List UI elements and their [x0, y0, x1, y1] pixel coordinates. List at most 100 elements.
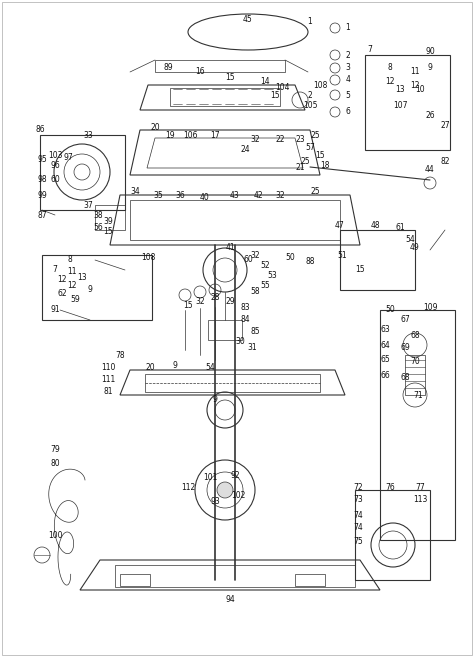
Text: 73: 73	[353, 495, 363, 505]
Text: 32: 32	[195, 298, 205, 307]
Text: 9: 9	[173, 361, 177, 369]
Text: 2: 2	[346, 51, 350, 60]
Text: 77: 77	[415, 482, 425, 491]
Text: 9: 9	[428, 64, 432, 72]
Text: 48: 48	[370, 221, 380, 229]
Text: 67: 67	[400, 315, 410, 325]
Text: 2: 2	[308, 91, 312, 99]
Text: 112: 112	[181, 484, 195, 493]
Text: 50: 50	[385, 306, 395, 315]
Text: 28: 28	[210, 294, 220, 302]
Bar	[120, 574, 150, 586]
Text: 90: 90	[425, 47, 435, 57]
Text: 63: 63	[380, 325, 390, 334]
Text: 32: 32	[250, 135, 260, 145]
Text: 42: 42	[253, 191, 263, 200]
Text: 33: 33	[83, 131, 93, 139]
Bar	[170, 88, 280, 106]
Text: 70: 70	[410, 357, 420, 367]
Text: 16: 16	[195, 68, 205, 76]
Text: 76: 76	[385, 482, 395, 491]
Text: 94: 94	[225, 595, 235, 604]
Text: 38: 38	[93, 210, 103, 219]
Text: 60: 60	[50, 175, 60, 185]
Text: 36: 36	[175, 191, 185, 200]
Text: 9: 9	[88, 286, 92, 294]
Bar	[365, 55, 450, 150]
Text: 37: 37	[83, 200, 93, 210]
Text: 4: 4	[346, 76, 350, 85]
Text: 100: 100	[48, 530, 62, 539]
Text: 3: 3	[346, 64, 350, 72]
Text: 111: 111	[101, 376, 115, 384]
Text: 75: 75	[353, 537, 363, 547]
Text: 113: 113	[413, 495, 427, 505]
Text: 105: 105	[303, 101, 317, 110]
Text: 13: 13	[77, 273, 87, 283]
Bar	[42, 255, 152, 320]
Text: 57: 57	[305, 143, 315, 152]
Text: 31: 31	[247, 344, 257, 353]
Bar	[130, 200, 340, 240]
Text: 39: 39	[103, 217, 113, 227]
Text: 97: 97	[63, 154, 73, 162]
Text: 104: 104	[275, 83, 289, 93]
Text: 15: 15	[225, 74, 235, 83]
Text: 23: 23	[295, 135, 305, 145]
Text: 108: 108	[141, 254, 155, 263]
Text: 12: 12	[57, 275, 67, 284]
Text: 17: 17	[210, 131, 220, 139]
Text: 25: 25	[310, 131, 320, 139]
Text: 7: 7	[53, 265, 57, 275]
Text: 61: 61	[395, 223, 405, 233]
Text: 12: 12	[67, 281, 77, 290]
Text: 84: 84	[240, 315, 250, 325]
Text: 85: 85	[250, 327, 260, 336]
Bar	[115, 565, 355, 587]
Text: 58: 58	[250, 288, 260, 296]
Text: 55: 55	[260, 281, 270, 290]
Bar	[155, 60, 285, 72]
Text: 106: 106	[183, 131, 197, 139]
Text: 74: 74	[353, 524, 363, 533]
Text: 68: 68	[400, 373, 410, 382]
Text: 69: 69	[400, 344, 410, 353]
Bar	[40, 135, 125, 210]
Text: 15: 15	[103, 227, 113, 237]
Text: 15: 15	[315, 150, 325, 160]
Text: 82: 82	[440, 158, 450, 166]
Text: 51: 51	[337, 250, 347, 260]
Text: 108: 108	[313, 81, 327, 89]
Text: 34: 34	[130, 187, 140, 196]
Text: 15: 15	[270, 91, 280, 99]
Text: 1: 1	[346, 24, 350, 32]
Text: 15: 15	[183, 300, 193, 309]
Text: 25: 25	[310, 187, 320, 196]
Text: 5: 5	[346, 91, 350, 99]
Text: 95: 95	[37, 156, 47, 164]
Text: 89: 89	[163, 64, 173, 72]
Text: 30: 30	[235, 338, 245, 346]
Bar	[355, 490, 430, 580]
Text: 24: 24	[240, 145, 250, 154]
Text: 41: 41	[225, 244, 235, 252]
Text: 32: 32	[250, 250, 260, 260]
Text: 7: 7	[367, 45, 373, 55]
Bar	[145, 374, 320, 392]
Text: 54: 54	[205, 363, 215, 373]
Text: 71: 71	[413, 390, 423, 399]
Text: 11: 11	[410, 68, 420, 76]
Circle shape	[217, 482, 233, 498]
Text: 86: 86	[35, 125, 45, 135]
Text: 19: 19	[165, 131, 175, 139]
Text: 54: 54	[405, 235, 415, 244]
Text: 18: 18	[320, 160, 330, 170]
Text: 64: 64	[380, 340, 390, 350]
Text: 72: 72	[353, 484, 363, 493]
Text: 14: 14	[260, 78, 270, 87]
Text: 49: 49	[410, 244, 420, 252]
Bar	[95, 205, 125, 230]
Text: 102: 102	[231, 491, 245, 499]
Text: 78: 78	[115, 350, 125, 359]
Text: 9: 9	[212, 396, 218, 405]
